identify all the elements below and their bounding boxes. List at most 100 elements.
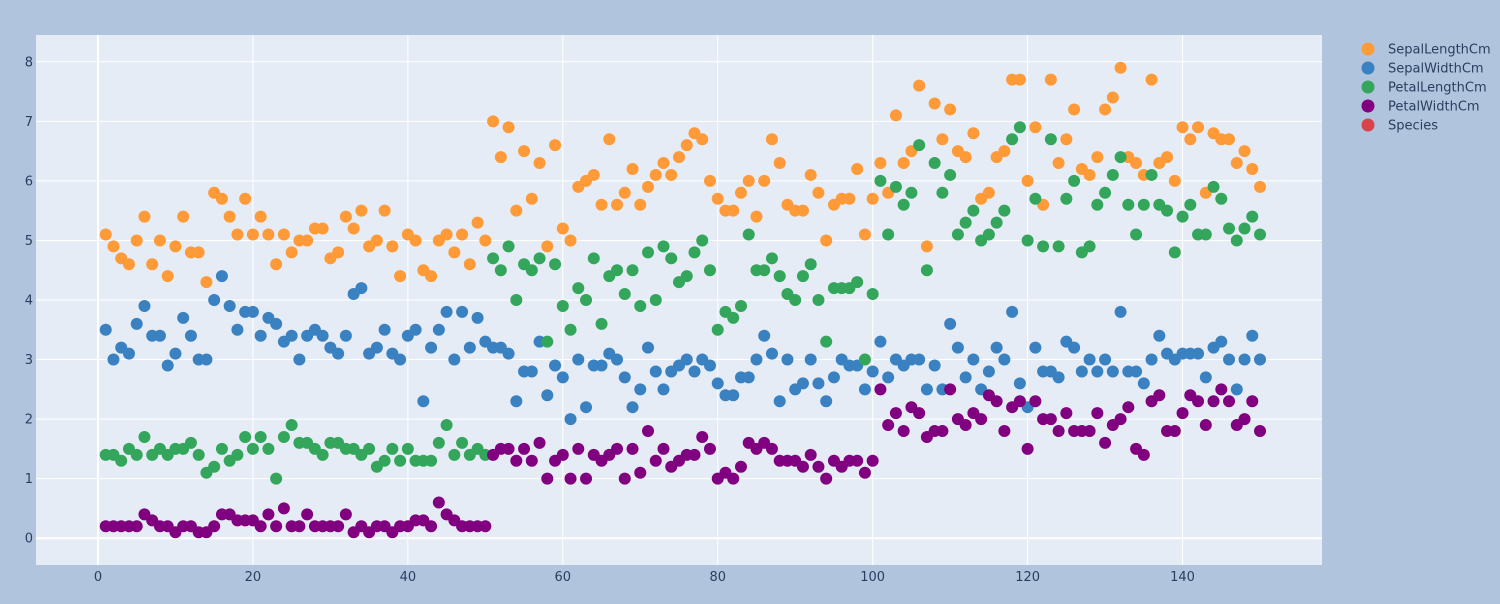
data-point <box>518 442 531 455</box>
data-point <box>618 472 631 485</box>
data-point <box>936 425 949 438</box>
data-point <box>223 299 236 312</box>
data-point <box>657 442 670 455</box>
data-point <box>928 97 941 110</box>
data-point <box>161 270 174 283</box>
data-point <box>1184 198 1197 211</box>
data-point <box>277 430 290 443</box>
y-tick-label: 4 <box>25 294 33 309</box>
legend-item[interactable]: PetalWidthCm <box>1361 99 1480 115</box>
data-point <box>355 204 368 217</box>
data-point <box>1207 395 1220 408</box>
data-point <box>1168 425 1181 438</box>
data-point <box>370 341 383 354</box>
data-point <box>192 448 205 461</box>
data-point <box>812 294 825 306</box>
data-point <box>1230 157 1243 170</box>
data-point <box>301 234 314 247</box>
data-point <box>463 341 476 354</box>
data-point <box>1114 305 1127 318</box>
data-point <box>649 168 662 181</box>
data-point <box>1029 121 1042 134</box>
data-point <box>1192 121 1205 134</box>
data-point <box>169 347 182 360</box>
data-point <box>525 454 538 467</box>
data-point <box>611 264 624 277</box>
data-point <box>192 246 205 259</box>
data-point <box>765 442 778 455</box>
data-point <box>153 329 166 342</box>
data-point <box>440 419 453 432</box>
data-point <box>1145 168 1158 181</box>
data-point <box>1137 198 1150 211</box>
data-point <box>858 466 871 479</box>
data-point <box>1137 377 1150 390</box>
data-point <box>634 299 647 312</box>
data-point <box>657 157 670 170</box>
data-point <box>1254 353 1267 366</box>
data-point <box>270 472 283 485</box>
data-point <box>580 472 593 485</box>
data-point <box>285 246 298 259</box>
legend-item[interactable]: SepalWidthCm <box>1361 61 1484 77</box>
data-point <box>1168 246 1181 259</box>
data-point <box>657 240 670 253</box>
data-point <box>936 186 949 199</box>
data-point <box>386 240 399 253</box>
data-point <box>649 294 662 306</box>
data-point <box>1029 192 1042 205</box>
legend-item[interactable]: SepalLengthCm <box>1361 42 1491 58</box>
data-point <box>1238 413 1251 426</box>
data-point <box>1153 389 1166 402</box>
data-point <box>355 282 368 295</box>
data-point <box>417 395 430 408</box>
data-point <box>696 133 709 146</box>
data-point <box>1099 436 1112 449</box>
data-point <box>1207 180 1220 193</box>
legend-marker <box>1361 80 1375 94</box>
data-point <box>649 365 662 378</box>
data-point <box>378 454 391 467</box>
data-point <box>471 311 484 324</box>
legend-item[interactable]: PetalLengthCm <box>1361 80 1487 96</box>
data-point <box>595 359 608 372</box>
data-point <box>657 383 670 396</box>
data-point <box>944 103 957 116</box>
data-point <box>510 454 523 467</box>
data-point <box>316 448 329 461</box>
data-point <box>913 79 926 92</box>
legend-item[interactable]: Species <box>1361 118 1439 134</box>
data-point <box>246 228 259 241</box>
data-point <box>1122 401 1135 414</box>
data-point <box>611 198 624 211</box>
data-point <box>1052 240 1065 253</box>
data-point <box>626 264 639 277</box>
data-point <box>913 353 926 366</box>
data-point <box>703 442 716 455</box>
data-point <box>967 127 980 140</box>
data-point <box>1114 151 1127 164</box>
legend[interactable]: SepalLengthCm SepalWidthCm PetalLengthCm Pe… <box>1361 42 1491 134</box>
data-point <box>587 168 600 181</box>
data-point <box>1176 407 1189 420</box>
data-point <box>998 145 1011 158</box>
data-point <box>959 371 972 384</box>
data-point <box>734 186 747 199</box>
data-point <box>727 389 740 402</box>
data-point <box>448 353 461 366</box>
y-tick-label: 5 <box>25 234 33 249</box>
data-point <box>533 436 546 449</box>
y-axis-ticks: 0 1 2 3 4 5 6 7 8 <box>25 55 33 546</box>
data-point <box>920 264 933 277</box>
data-point <box>572 282 585 295</box>
data-point <box>394 353 407 366</box>
data-point <box>874 174 887 187</box>
data-point <box>425 520 438 533</box>
data-point <box>285 419 298 432</box>
data-point <box>1246 395 1259 408</box>
data-point <box>541 335 554 348</box>
x-tick-label: 100 <box>860 570 885 585</box>
data-point <box>1246 329 1259 342</box>
data-point <box>456 228 469 241</box>
